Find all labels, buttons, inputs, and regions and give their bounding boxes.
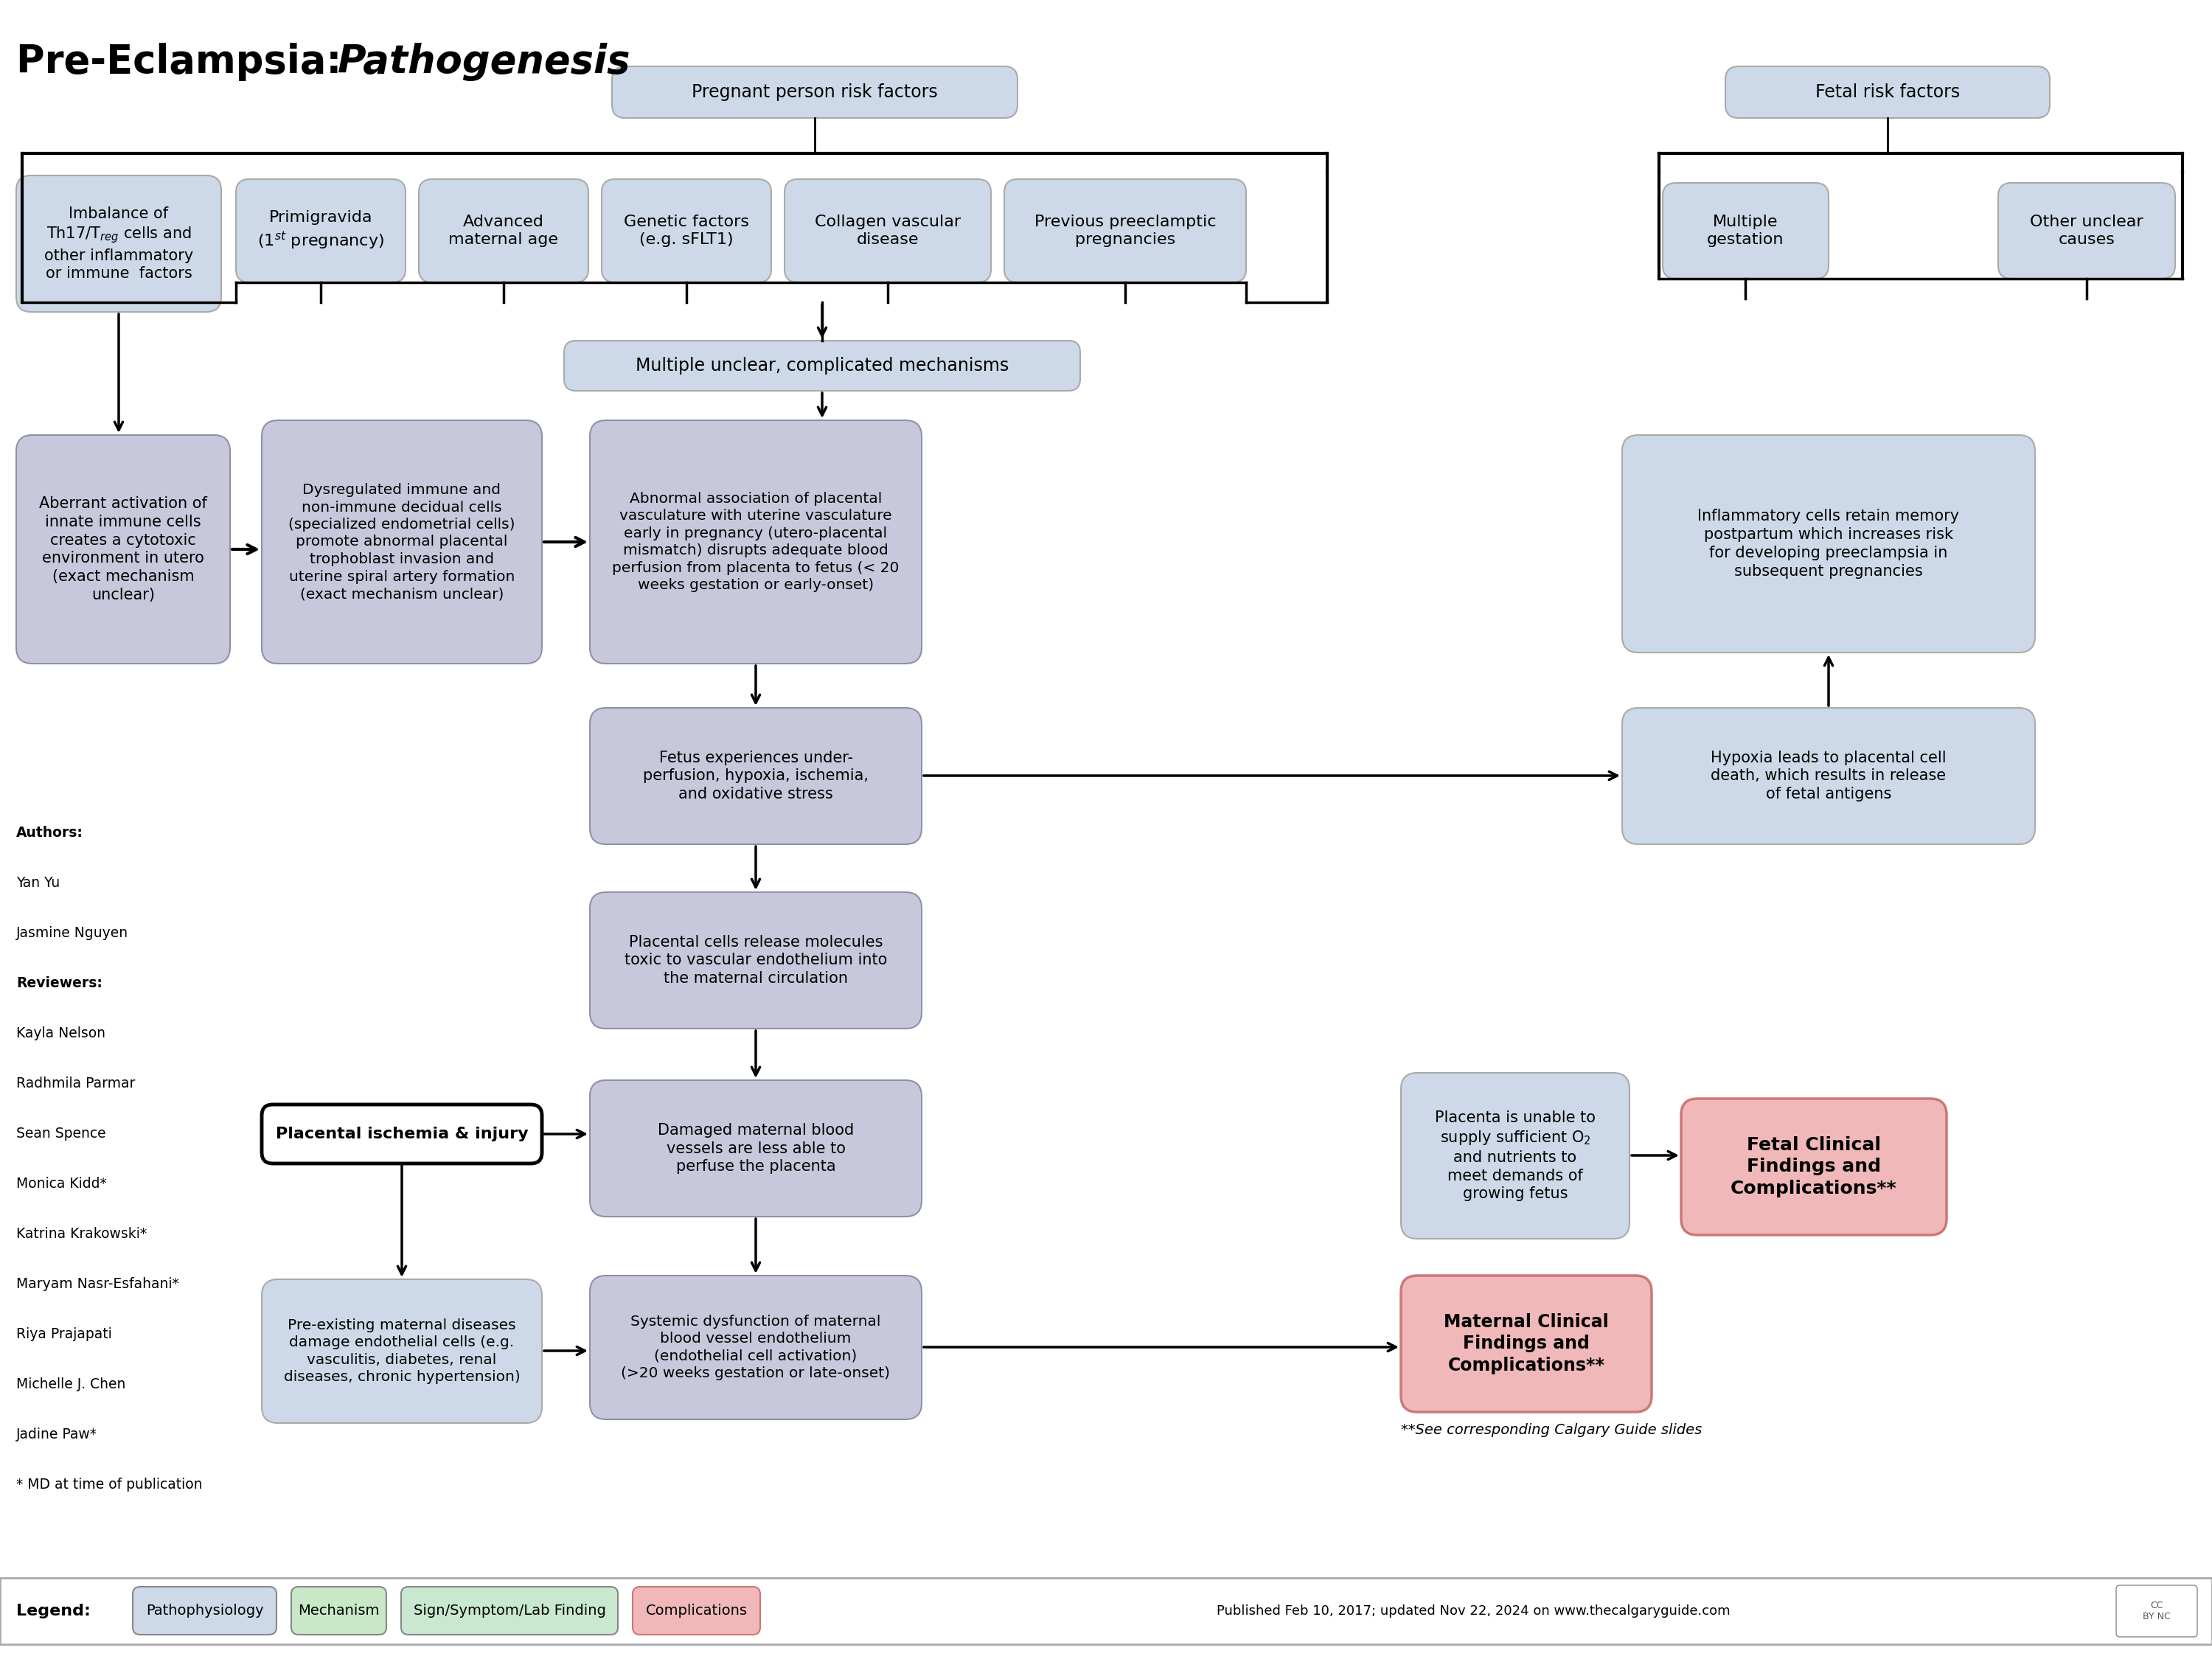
FancyBboxPatch shape xyxy=(1725,66,2051,118)
Text: Pregnant person risk factors: Pregnant person risk factors xyxy=(692,83,938,101)
FancyBboxPatch shape xyxy=(1400,1073,1630,1239)
FancyBboxPatch shape xyxy=(292,1586,387,1634)
Text: Legend:: Legend: xyxy=(15,1604,91,1619)
Text: Reviewers:: Reviewers: xyxy=(15,975,102,990)
FancyBboxPatch shape xyxy=(261,1105,542,1163)
FancyBboxPatch shape xyxy=(1621,708,2035,844)
Text: Other unclear
causes: Other unclear causes xyxy=(2031,214,2143,247)
Text: Katrina Krakowski*: Katrina Krakowski* xyxy=(15,1228,146,1241)
Text: CC
BY NC: CC BY NC xyxy=(2143,1601,2170,1621)
Text: Radhmila Parmar: Radhmila Parmar xyxy=(15,1077,135,1090)
Text: Riya Prajapati: Riya Prajapati xyxy=(15,1327,113,1340)
Text: Collagen vascular
disease: Collagen vascular disease xyxy=(814,214,960,247)
FancyBboxPatch shape xyxy=(1400,1276,1652,1412)
FancyBboxPatch shape xyxy=(1997,182,2174,279)
FancyBboxPatch shape xyxy=(15,176,221,312)
Text: Multiple
gestation: Multiple gestation xyxy=(1708,214,1785,247)
Text: Pathogenesis: Pathogenesis xyxy=(338,43,630,81)
Text: Multiple unclear, complicated mechanisms: Multiple unclear, complicated mechanisms xyxy=(635,357,1009,375)
FancyBboxPatch shape xyxy=(591,893,922,1029)
Text: Michelle J. Chen: Michelle J. Chen xyxy=(15,1377,126,1392)
Text: Fetus experiences under-
perfusion, hypoxia, ischemia,
and oxidative stress: Fetus experiences under- perfusion, hypo… xyxy=(644,750,869,801)
FancyBboxPatch shape xyxy=(591,708,922,844)
Text: Sign/Symptom/Lab Finding: Sign/Symptom/Lab Finding xyxy=(414,1604,606,1618)
FancyBboxPatch shape xyxy=(633,1586,761,1634)
Text: Authors:: Authors: xyxy=(15,826,84,839)
Text: Placenta is unable to
supply sufficient O$_2$
and nutrients to
meet demands of
g: Placenta is unable to supply sufficient … xyxy=(1436,1110,1595,1201)
Text: Aberrant activation of
innate immune cells
creates a cytotoxic
environment in ut: Aberrant activation of innate immune cel… xyxy=(40,496,208,602)
Text: Genetic factors
(e.g. sFLT1): Genetic factors (e.g. sFLT1) xyxy=(624,214,750,247)
Text: Monica Kidd*: Monica Kidd* xyxy=(15,1176,106,1191)
FancyBboxPatch shape xyxy=(15,435,230,664)
FancyBboxPatch shape xyxy=(261,1279,542,1423)
Text: Abnormal association of placental
vasculature with uterine vasculature
early in : Abnormal association of placental vascul… xyxy=(613,491,900,592)
FancyBboxPatch shape xyxy=(785,179,991,282)
FancyBboxPatch shape xyxy=(1663,182,1829,279)
Text: Pre-Eclampsia:: Pre-Eclampsia: xyxy=(15,43,356,81)
FancyBboxPatch shape xyxy=(602,179,772,282)
Text: Fetal risk factors: Fetal risk factors xyxy=(1816,83,1960,101)
Text: Placental ischemia & injury: Placental ischemia & injury xyxy=(276,1126,529,1141)
Text: Imbalance of
Th17/T$_{reg}$ cells and
other inflammatory
or immune  factors: Imbalance of Th17/T$_{reg}$ cells and ot… xyxy=(44,206,192,282)
FancyBboxPatch shape xyxy=(133,1586,276,1634)
Text: Hypoxia leads to placental cell
death, which results in release
of fetal antigen: Hypoxia leads to placental cell death, w… xyxy=(1710,750,1947,801)
Text: Pre-existing maternal diseases
damage endothelial cells (e.g.
vasculitis, diabet: Pre-existing maternal diseases damage en… xyxy=(283,1319,520,1384)
FancyBboxPatch shape xyxy=(591,420,922,664)
Text: Yan Yu: Yan Yu xyxy=(15,876,60,889)
Text: Pathophysiology: Pathophysiology xyxy=(146,1604,263,1618)
Text: Systemic dysfunction of maternal
blood vessel endothelium
(endothelial cell acti: Systemic dysfunction of maternal blood v… xyxy=(622,1314,889,1380)
FancyBboxPatch shape xyxy=(613,66,1018,118)
Text: Damaged maternal blood
vessels are less able to
perfuse the placenta: Damaged maternal blood vessels are less … xyxy=(657,1123,854,1175)
FancyBboxPatch shape xyxy=(2117,1586,2197,1637)
Text: Fetal Clinical
Findings and
Complications**: Fetal Clinical Findings and Complication… xyxy=(1730,1136,1898,1198)
Text: Published Feb 10, 2017; updated Nov 22, 2024 on www.thecalgaryguide.com: Published Feb 10, 2017; updated Nov 22, … xyxy=(1217,1604,1730,1618)
Text: Mechanism: Mechanism xyxy=(299,1604,380,1618)
FancyBboxPatch shape xyxy=(1681,1098,1947,1234)
Text: Dysregulated immune and
non-immune decidual cells
(specialized endometrial cells: Dysregulated immune and non-immune decid… xyxy=(288,483,515,601)
Text: Maryam Nasr-Esfahani*: Maryam Nasr-Esfahani* xyxy=(15,1277,179,1291)
Text: * MD at time of publication: * MD at time of publication xyxy=(15,1478,204,1491)
FancyBboxPatch shape xyxy=(418,179,588,282)
Text: Placental cells release molecules
toxic to vascular endothelium into
the materna: Placental cells release molecules toxic … xyxy=(624,934,887,985)
Text: Complications: Complications xyxy=(646,1604,748,1618)
FancyBboxPatch shape xyxy=(1621,435,2035,652)
Text: Primigravida
(1$^{st}$ pregnancy): Primigravida (1$^{st}$ pregnancy) xyxy=(257,211,385,251)
FancyBboxPatch shape xyxy=(0,1578,2212,1644)
Text: **See corresponding Calgary Guide slides: **See corresponding Calgary Guide slides xyxy=(1400,1423,1701,1437)
Text: Previous preeclamptic
pregnancies: Previous preeclamptic pregnancies xyxy=(1035,214,1217,247)
FancyBboxPatch shape xyxy=(400,1586,617,1634)
FancyBboxPatch shape xyxy=(564,340,1079,392)
Text: Jasmine Nguyen: Jasmine Nguyen xyxy=(15,926,128,941)
Text: Sean Spence: Sean Spence xyxy=(15,1126,106,1141)
FancyBboxPatch shape xyxy=(1004,179,1245,282)
Text: Maternal Clinical
Findings and
Complications**: Maternal Clinical Findings and Complicat… xyxy=(1444,1312,1608,1375)
Text: Advanced
maternal age: Advanced maternal age xyxy=(449,214,557,247)
FancyBboxPatch shape xyxy=(591,1080,922,1216)
Text: Kayla Nelson: Kayla Nelson xyxy=(15,1027,106,1040)
FancyBboxPatch shape xyxy=(591,1276,922,1420)
Text: Inflammatory cells retain memory
postpartum which increases risk
for developing : Inflammatory cells retain memory postpar… xyxy=(1697,509,1960,579)
FancyBboxPatch shape xyxy=(237,179,405,282)
FancyBboxPatch shape xyxy=(261,420,542,664)
Text: Jadine Paw*: Jadine Paw* xyxy=(15,1427,97,1442)
